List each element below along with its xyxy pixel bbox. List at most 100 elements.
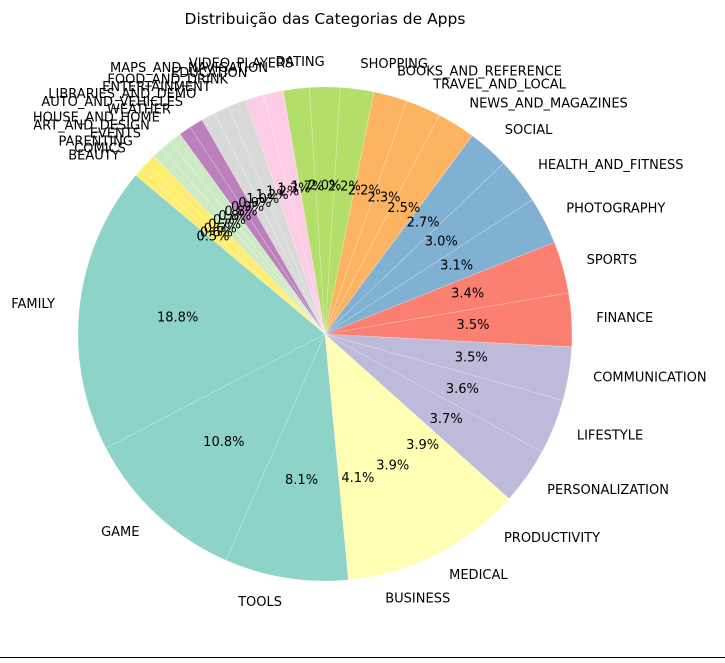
pie-slice-video-players — [282, 87, 326, 335]
slice-percent-parenting: 0.6% — [204, 222, 237, 237]
pie-slice-food-and-drink — [227, 99, 326, 335]
pie-slice-health-and-fitness — [324, 162, 533, 335]
pie-slice-travel-and-local — [324, 100, 440, 335]
pie-slice-weather — [179, 126, 326, 335]
slice-label-comics: COMICS — [74, 142, 126, 157]
pie-slice-education — [245, 94, 326, 335]
pie-slice-photography — [324, 199, 555, 335]
slice-label-communication: COMMUNICATION — [593, 370, 707, 385]
slice-percent-lifestyle: 3.6% — [446, 382, 479, 397]
slice-percent-communication: 3.5% — [455, 350, 488, 365]
slice-percent-travel-and-local: 2.3% — [368, 191, 401, 206]
slice-label-travel-and-local: TRAVEL_AND_LOCAL — [432, 77, 566, 92]
slice-percent-auto-and-vehicles: 0.9% — [231, 200, 264, 215]
slice-percent-libraries-and-demo: 0.9% — [238, 196, 271, 211]
slice-label-sports: SPORTS — [587, 253, 638, 268]
pie-slice-maps-and-navigation — [263, 90, 326, 335]
pie-slice-business — [324, 333, 411, 581]
slice-percent-weather: 0.8% — [224, 204, 257, 219]
pie-slice-parenting — [146, 155, 326, 335]
slice-label-photography: PHOTOGRAPHY — [566, 202, 665, 217]
slice-percent-shopping: 2.2% — [328, 180, 361, 195]
slice-label-food-and-drink: FOOD_AND_DRINK — [107, 73, 228, 88]
slice-label-lifestyle: LIFESTYLE — [577, 428, 643, 443]
pie-percent-labels: 18.8%10.8%8.1% 4.1%3.9%3.9%3.7%3.6%3.5%3.… — [157, 178, 489, 488]
slice-percent-business: 4.1% — [341, 471, 374, 486]
slice-label-entertainment: ENTERTAINMENT — [102, 80, 211, 95]
pie-slice-art-and-design — [161, 141, 326, 335]
slice-percent-books-and-reference: 2.2% — [348, 184, 381, 199]
slice-label-video-players: VIDEO_PLAYERS — [189, 57, 293, 72]
slice-label-libraries-and-demo: LIBRARIES_AND_DEMO — [48, 87, 196, 102]
pie-slice-family — [77, 174, 326, 449]
pie-slice-news-and-magazines — [324, 114, 473, 335]
slice-percent-health-and-fitness: 3.0% — [425, 235, 458, 250]
slice-label-house-and-home: HOUSE_AND_HOME — [33, 111, 160, 126]
slice-percent-food-and-drink: 1.2% — [256, 188, 289, 203]
slice-percent-comics: 0.6% — [200, 226, 233, 241]
pie-slice-libraries-and-demo — [201, 112, 326, 335]
slice-percent-game: 10.8% — [203, 435, 244, 450]
slice-label-shopping: SHOPPING — [360, 57, 428, 72]
pie-slice-productivity — [324, 333, 510, 539]
slice-percent-finance: 3.5% — [456, 318, 489, 333]
pie-slice-house-and-home — [169, 133, 326, 335]
pie-slice-social — [324, 135, 504, 335]
slice-label-maps-and-navigation: MAPS_AND_NAVIGATION — [110, 61, 268, 76]
slice-percent-productivity: 3.9% — [406, 438, 439, 453]
slice-percent-family: 18.8% — [157, 310, 198, 325]
pie-slice-lifestyle — [324, 333, 564, 453]
pie-category-labels: FAMILY GAME TOOLS BUSINESS MEDICAL PRODUCTIVI… — [11, 55, 706, 610]
slice-label-auto-and-vehicles: AUTO_AND_VEHICLES — [41, 95, 183, 110]
pie-slice-comics — [140, 162, 326, 335]
slice-percent-maps-and-navigation: 1.3% — [277, 182, 310, 197]
slice-label-weather: WEATHER — [107, 103, 171, 118]
chart-title: Distribuição das Categorias de Apps — [185, 10, 466, 28]
slice-label-business: BUSINESS — [385, 591, 450, 606]
bottom-divider — [0, 657, 725, 658]
slice-label-events: EVENTS — [90, 127, 141, 142]
slice-percent-news-and-magazines: 2.5% — [387, 201, 420, 216]
pie-slice-communication — [324, 333, 572, 401]
slice-label-game: GAME — [101, 525, 139, 540]
slice-label-art-and-design: ART_AND_DESIGN — [33, 119, 150, 134]
slice-percent-events: 0.7% — [208, 217, 241, 232]
slice-percent-dating: 2.0% — [308, 178, 341, 193]
slice-percent-personalization: 3.7% — [430, 412, 463, 427]
pie-slice-beauty — [135, 168, 326, 335]
slice-percent-sports: 3.4% — [451, 286, 484, 301]
slice-percent-tools: 8.1% — [285, 473, 318, 488]
slice-percent-video-players: 1.7% — [291, 179, 324, 194]
pie-slices — [77, 86, 573, 582]
pie-slice-game — [105, 333, 326, 561]
slice-percent-art-and-design: 0.7% — [213, 213, 246, 228]
slice-label-productivity: PRODUCTIVITY — [504, 531, 600, 546]
slice-label-dating: DATING — [275, 55, 324, 70]
slice-label-tools: TOOLS — [237, 595, 282, 610]
pie-slice-medical — [324, 333, 465, 567]
pie-slice-books-and-reference — [324, 91, 408, 335]
slice-percent-entertainment: 1.0% — [246, 192, 279, 207]
pie-slice-events — [153, 148, 326, 335]
slice-percent-beauty: 0.5% — [196, 229, 229, 244]
slice-percent-medical: 3.9% — [376, 458, 409, 473]
pie-slice-tools — [225, 332, 349, 582]
slice-percent-house-and-home: 0.8% — [218, 209, 251, 224]
pie-slice-entertainment — [213, 106, 326, 335]
slice-label-news-and-magazines: NEWS_AND_MAGAZINES — [469, 96, 627, 111]
slice-label-education: EDUCATION — [171, 66, 247, 81]
slice-label-parenting: PARENTING — [59, 134, 133, 149]
slice-label-finance: FINANCE — [596, 311, 653, 326]
slice-label-social: SOCIAL — [505, 123, 553, 138]
slice-label-personalization: PERSONALIZATION — [547, 483, 669, 498]
pie-slice-shopping — [324, 87, 375, 335]
slice-label-beauty: BEAUTY — [68, 149, 119, 164]
slice-label-medical: MEDICAL — [449, 568, 508, 583]
slice-percent-education: 1.2% — [266, 184, 299, 199]
pie-slice-personalization — [324, 333, 543, 500]
slice-label-books-and-reference: BOOKS_AND_REFERENCE — [397, 65, 562, 80]
slice-label-health-and-fitness: HEALTH_AND_FITNESS — [538, 158, 683, 173]
slice-percent-social: 2.7% — [407, 215, 440, 230]
